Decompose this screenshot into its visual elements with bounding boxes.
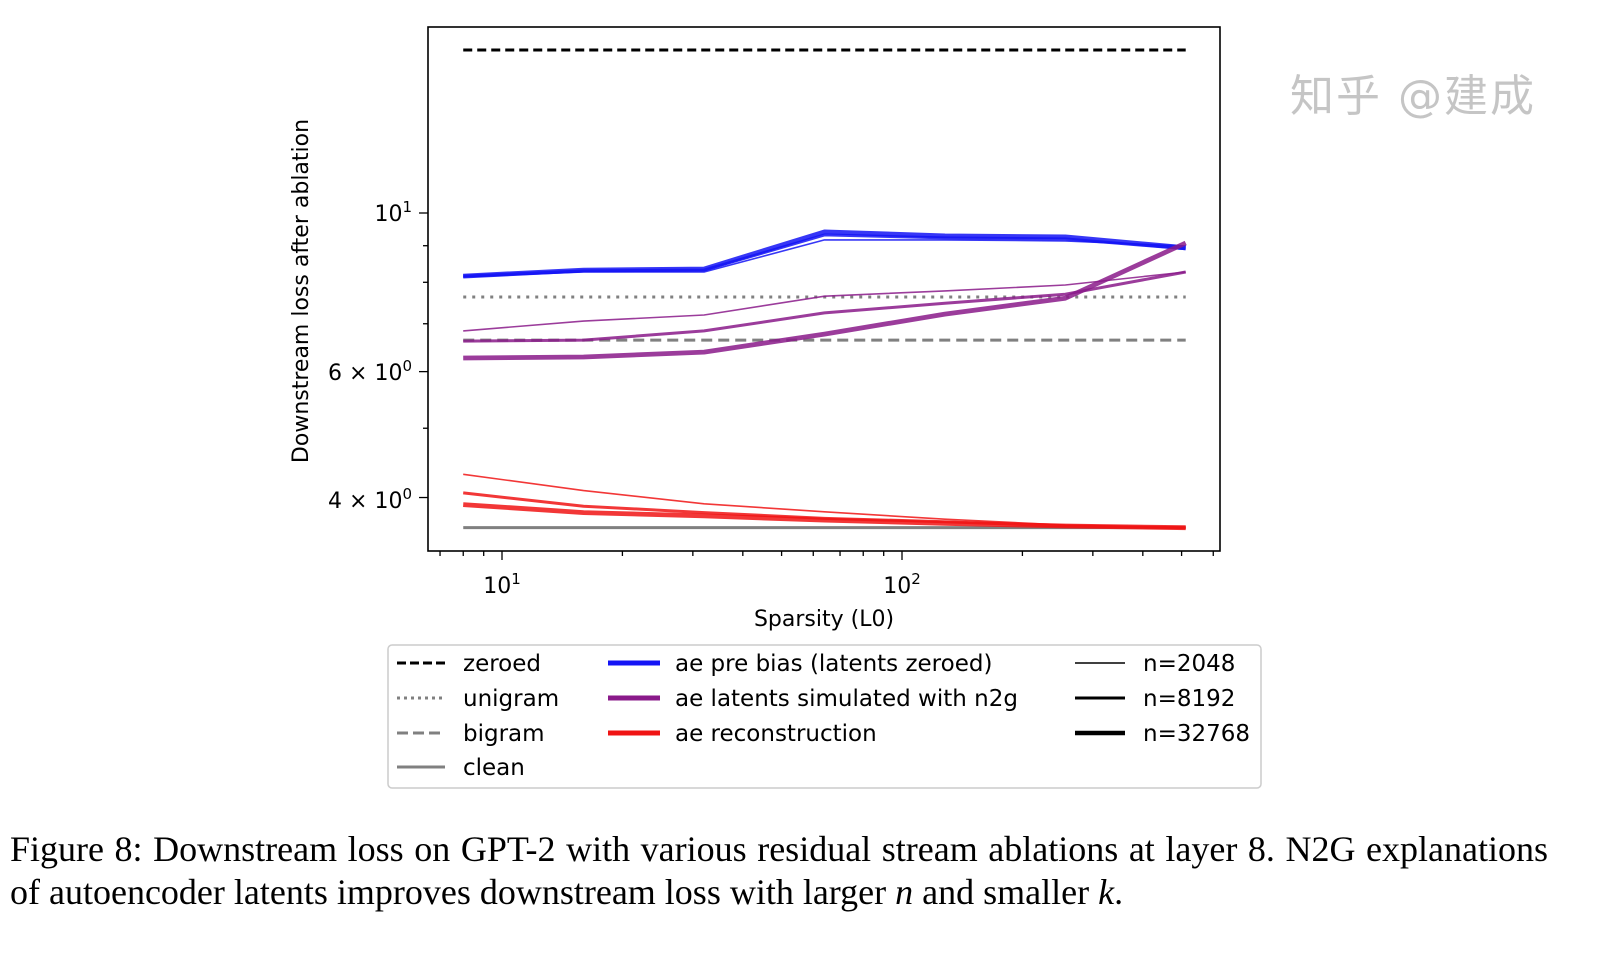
legend-label-ae-reconstruction: ae reconstruction: [675, 721, 877, 747]
legend-label-n32768: n=32768: [1143, 721, 1250, 747]
plot-marks: [463, 48, 1187, 531]
legend-label-n2048: n=2048: [1143, 651, 1235, 677]
legend-label-unigram: unigram: [463, 686, 559, 712]
watermark: 知乎 @建成: [1290, 71, 1536, 122]
x-tick-label-100: 102: [883, 570, 921, 599]
y-tick-label-6: 6 × 100: [328, 357, 412, 386]
x-tick-label-10: 101: [483, 570, 521, 599]
legend-label-ae-n2g: ae latents simulated with n2g: [675, 686, 1018, 712]
legend: zeroed unigram bigram clean ae pre bias …: [387, 644, 1262, 789]
legend-label-ae-pre-bias: ae pre bias (latents zeroed): [675, 651, 992, 677]
caption-var-n: n: [895, 872, 914, 912]
caption-text: Figure 8: Downstream loss on GPT-2 with …: [10, 829, 1548, 912]
caption-text: .: [1114, 872, 1124, 912]
legend-label-bigram: bigram: [463, 721, 545, 747]
y-tick-label-10: 101: [374, 198, 412, 227]
caption-var-k: k: [1098, 872, 1115, 912]
legend-label-zeroed: zeroed: [463, 651, 541, 677]
series-line-ae-latents-simulated-with-n2g-n32768: [463, 240, 1187, 361]
axis-ticks: [419, 212, 1214, 560]
series-line-ae-latents-simulated-with-n2g-n8192: [463, 270, 1186, 343]
legend-label-clean: clean: [463, 755, 525, 781]
x-axis-label: Sparsity (L0): [754, 607, 894, 632]
y-tick-label-4: 4 × 100: [328, 485, 412, 514]
series-line-ae-pre-bias-latents-zeroed--n32768: [463, 229, 1186, 279]
legend-box: [387, 644, 1262, 789]
series-line-ae-latents-simulated-with-n2g-n2048: [463, 271, 1186, 332]
figure-caption: Figure 8: Downstream loss on GPT-2 with …: [10, 828, 1548, 914]
caption-text: and smaller: [913, 872, 1099, 912]
plot-frame: [427, 26, 1221, 552]
series-line-ae-reconstruction-n32768: [463, 502, 1186, 531]
legend-label-n8192: n=8192: [1143, 686, 1235, 712]
y-axis-label: Downstream loss after ablation: [289, 119, 314, 463]
